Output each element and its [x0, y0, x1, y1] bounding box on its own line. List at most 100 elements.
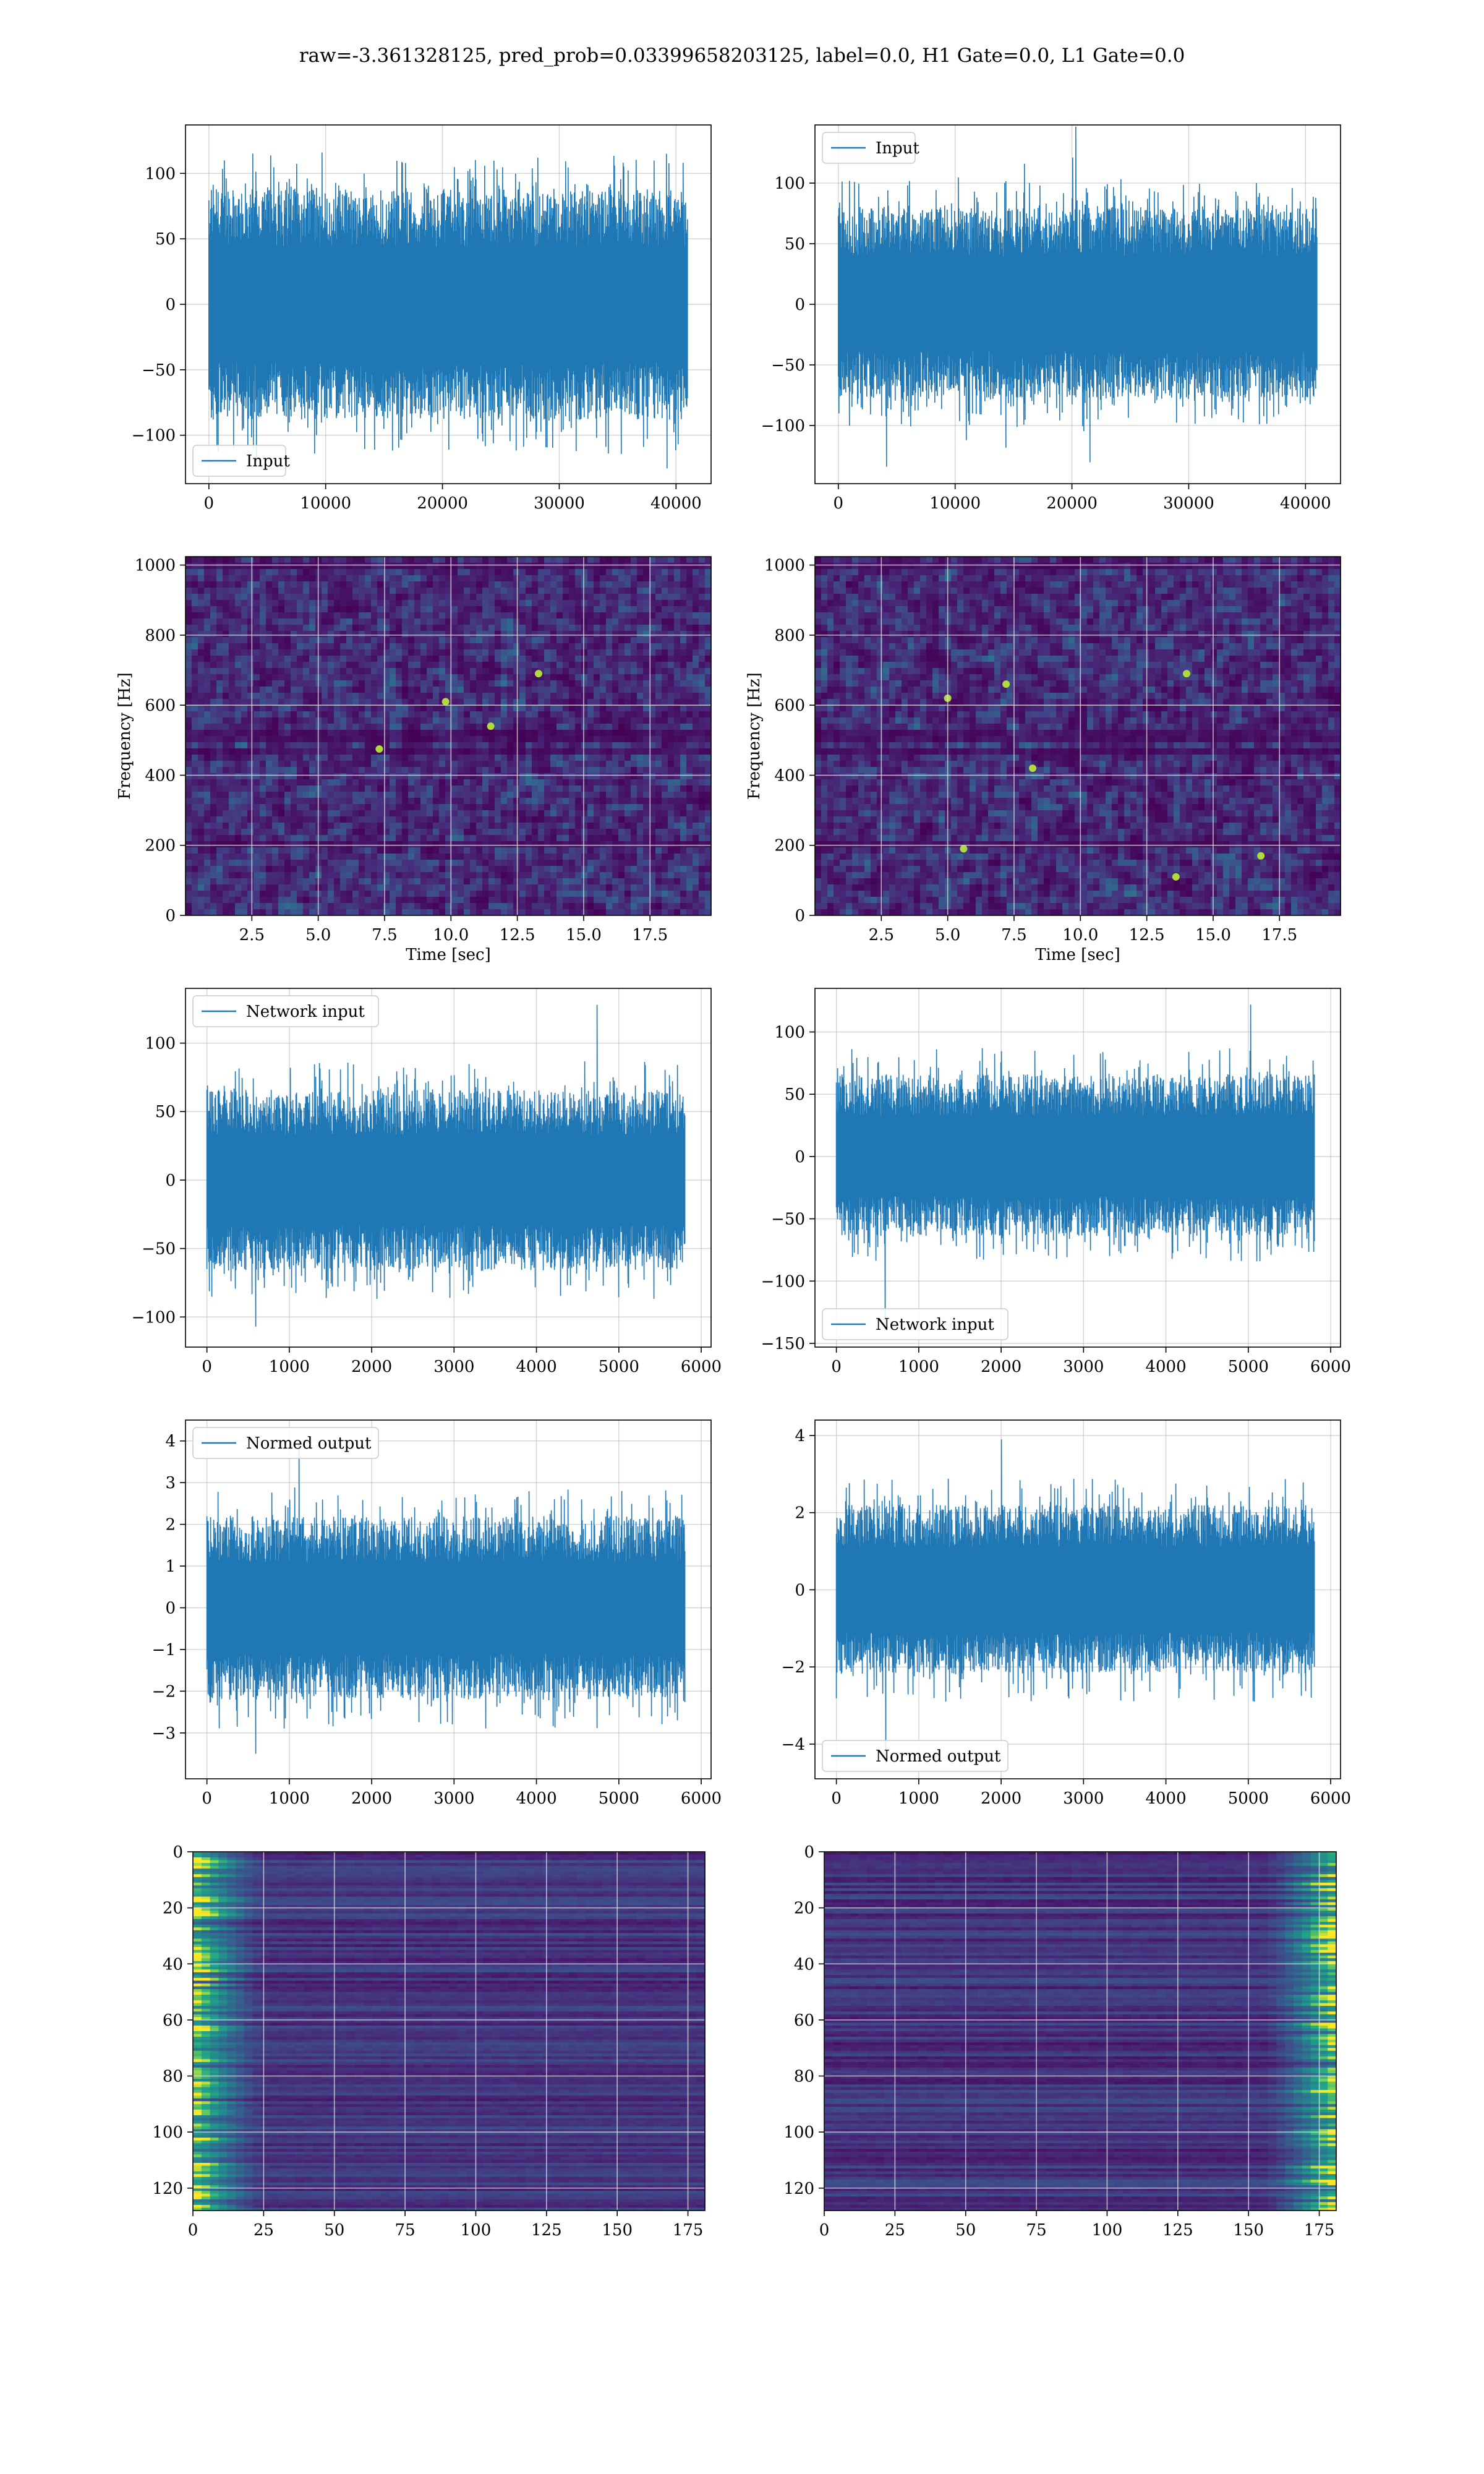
spectrogram-left-cell	[538, 643, 545, 650]
spectrogram-left-cell	[247, 618, 254, 625]
spectrogram-left-cell	[631, 773, 638, 780]
spectrogram-left-cell	[396, 854, 403, 860]
spectrogram-left-cell	[322, 835, 328, 842]
spectrogram-left-cell	[693, 785, 699, 792]
spectrogram-left-cell	[556, 569, 563, 576]
spectrogram-left-cell	[476, 742, 483, 749]
spectrogram-left-cell	[705, 767, 712, 774]
spectrogram-left-cell	[674, 742, 681, 749]
spectrogram-left-cell	[340, 816, 347, 823]
spectrogram-left-cell	[346, 773, 353, 780]
spectrogram-left-cell	[618, 767, 625, 774]
spectrogram-left-cell	[612, 742, 619, 749]
spectrogram-left-cell	[266, 662, 273, 669]
spectrogram-left-cell	[408, 823, 415, 829]
spectrogram-left-cell	[655, 860, 662, 867]
spectrogram-left-cell	[297, 668, 304, 675]
spectrogram-left-cell	[216, 600, 223, 607]
spectrogram-left-cell	[192, 674, 198, 681]
spectrogram-left-cell	[538, 897, 545, 904]
spectrogram-left-cell	[414, 872, 421, 879]
spectrogram-left-cell	[655, 823, 662, 829]
spectrogram-left-cell	[662, 600, 668, 607]
spectrogram-left-cell	[186, 736, 192, 743]
spectrogram-left-cell	[606, 878, 613, 885]
spectrogram-left-cell	[340, 748, 347, 755]
spectrogram-left-cell	[631, 903, 638, 910]
spectrogram-left-cell	[402, 680, 409, 687]
spectrogram-left-cell	[309, 866, 316, 873]
spectrogram-left-cell	[693, 705, 699, 712]
spectrogram-left-cell	[668, 569, 675, 576]
spectrogram-left-cell	[594, 612, 600, 619]
spectrogram-left-cell	[569, 897, 576, 904]
spectrogram-left-cell	[662, 810, 668, 817]
spectrogram-left-cell	[241, 742, 248, 749]
spectrogram-left-cell	[427, 860, 433, 867]
spectrogram-left-cell	[210, 785, 217, 792]
spectrogram-left-cell	[495, 637, 501, 644]
spectrogram-left-cell	[668, 748, 675, 755]
spectrogram-left-cell	[575, 612, 582, 619]
spectrogram-left-cell	[278, 699, 285, 706]
spectrogram-left-cell	[482, 730, 489, 737]
spectrogram-left-cell	[519, 897, 526, 904]
spectrogram-left-cell	[402, 866, 409, 873]
spectrogram-left-cell	[241, 785, 248, 792]
spectrogram-left-cell	[507, 804, 514, 811]
spectrogram-left-cell	[575, 903, 582, 910]
spectrogram-left-cell	[563, 625, 569, 631]
spectrogram-left-cell	[612, 612, 619, 619]
spectrogram-left-cell	[600, 693, 607, 700]
spectrogram-left-cell	[420, 724, 427, 730]
spectrogram-left-cell	[309, 897, 316, 904]
spectrogram-left-cell	[643, 773, 650, 780]
spectrogram-left-cell	[470, 909, 477, 916]
spectrogram-left-cell	[662, 711, 668, 718]
spectrogram-left-cell	[575, 581, 582, 588]
spectrogram-left-cell	[476, 792, 483, 798]
spectrogram-left-cell	[254, 668, 260, 675]
spectrogram-left-cell	[198, 878, 205, 885]
spectrogram-left-cell	[501, 736, 508, 743]
spectrogram-left-cell	[427, 581, 433, 588]
spectrogram-left-cell	[587, 903, 594, 910]
spectrogram-left-cell	[204, 600, 211, 607]
spectrogram-left-cell	[612, 897, 619, 904]
spectrogram-left-cell	[309, 625, 316, 631]
spectrogram-left-cell	[581, 785, 588, 792]
spectrogram-left-cell	[223, 823, 229, 829]
spectrogram-left-cell	[513, 761, 520, 768]
spectrogram-left-cell	[198, 575, 205, 582]
spectrogram-left-cell	[346, 804, 353, 811]
spectrogram-left-cell	[612, 835, 619, 842]
spectrogram-left-cell	[538, 736, 545, 743]
spectrogram-left-cell	[488, 897, 495, 904]
spectrogram-left-cell	[303, 909, 310, 916]
spectrogram-left-cell	[470, 841, 477, 848]
spectrogram-left-cell	[693, 730, 699, 737]
spectrogram-left-cell	[352, 872, 359, 879]
spectrogram-left-cell	[241, 557, 248, 563]
spectrogram-left-cell	[433, 804, 440, 811]
spectrogram-left-cell	[186, 779, 192, 786]
spectrogram-left-cell	[674, 575, 681, 582]
spectrogram-left-cell	[501, 687, 508, 693]
spectrogram-left-cell	[495, 798, 501, 805]
spectrogram-left-cell	[482, 588, 489, 594]
spectrogram-left-cell	[587, 557, 594, 563]
spectrogram-left-cell	[278, 785, 285, 792]
spectrogram-left-cell	[309, 798, 316, 805]
spectrogram-left-cell	[192, 594, 198, 601]
spectrogram-left-cell	[686, 687, 693, 693]
spectrogram-left-cell	[229, 668, 236, 675]
spectrogram-left-cell	[414, 785, 421, 792]
spectrogram-left-cell	[526, 581, 532, 588]
spectrogram-left-cell	[643, 606, 650, 613]
spectrogram-left-cell	[674, 878, 681, 885]
spectrogram-left-cell	[458, 711, 464, 718]
spectrogram-left-cell	[495, 804, 501, 811]
spectrogram-left-cell	[526, 872, 532, 879]
spectrogram-left-cell	[390, 705, 396, 712]
spectrogram-left-cell	[420, 854, 427, 860]
